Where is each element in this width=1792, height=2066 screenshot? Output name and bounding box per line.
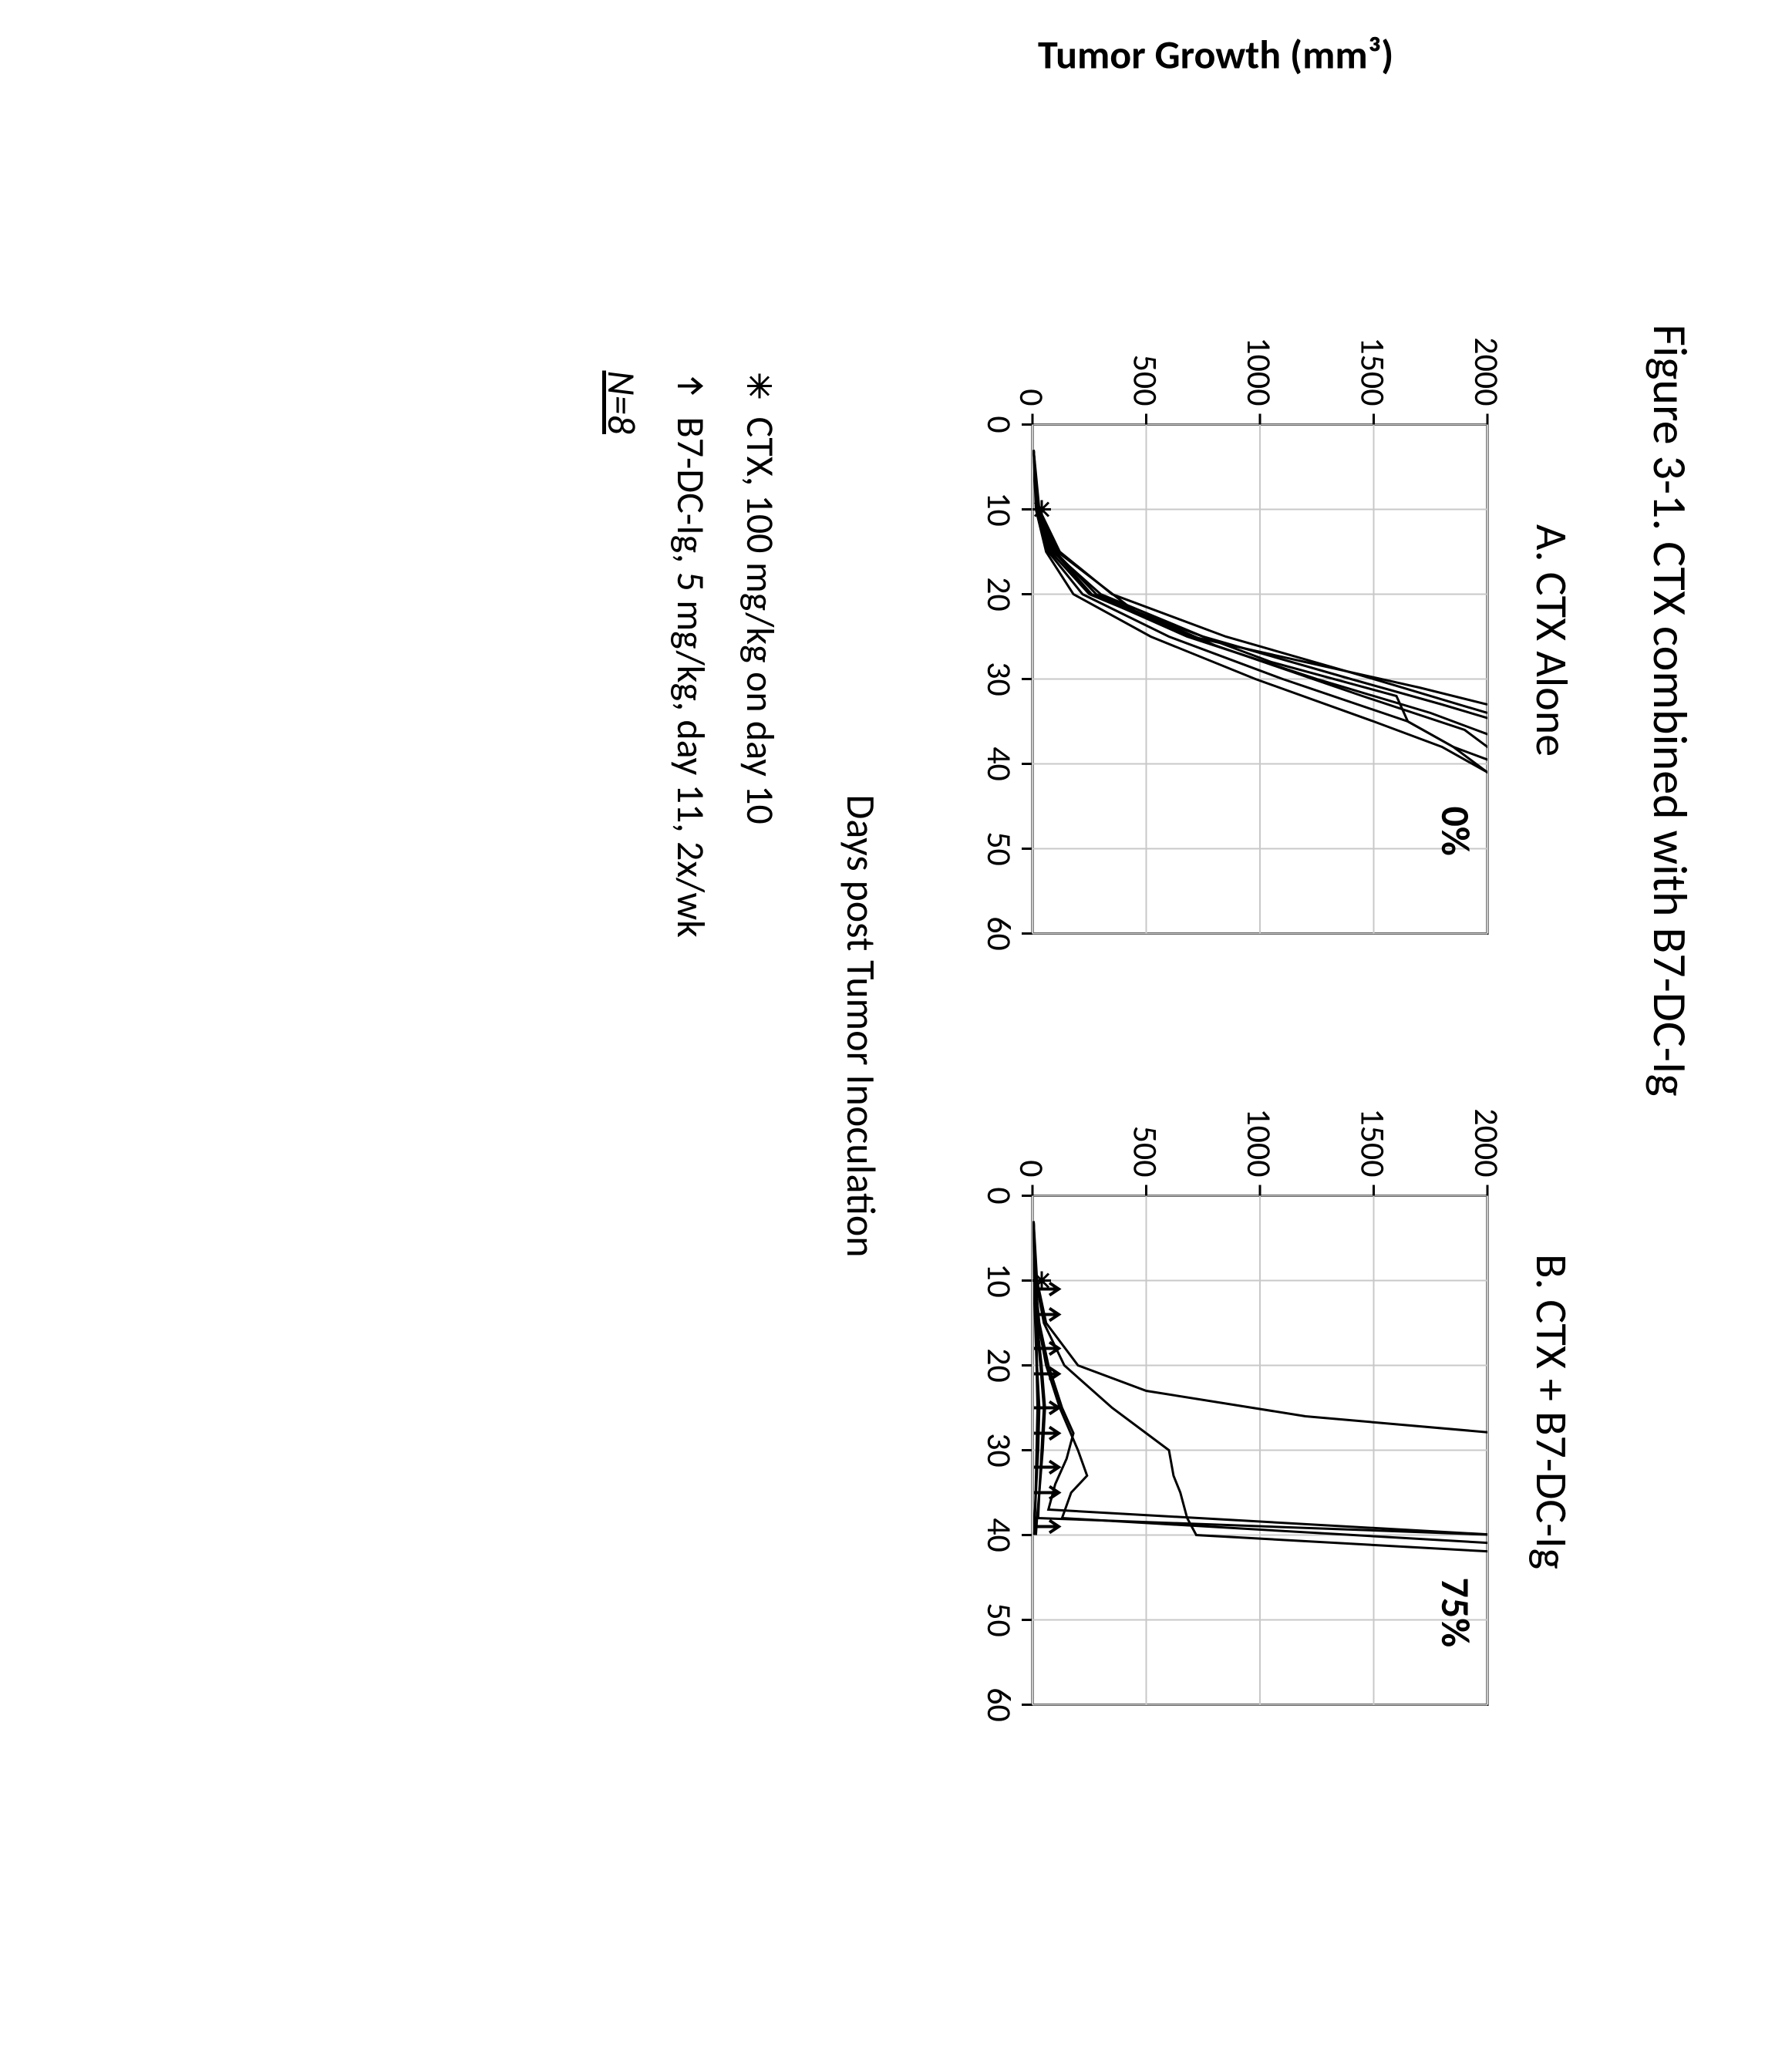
svg-text:1000: 1000 [1238, 1108, 1280, 1177]
svg-text:0: 0 [1011, 1160, 1053, 1177]
charts-row: A. CTX Alone 010203040506005001000150020… [932, 324, 1579, 1943]
svg-text:60: 60 [979, 1687, 1020, 1722]
svg-text:10: 10 [979, 492, 1020, 527]
figure-title: Figure 3-1. CTX combined with B7-DC-Ig [1641, 324, 1699, 1943]
arrow-icon [675, 370, 706, 401]
svg-text:30: 30 [979, 1433, 1020, 1468]
svg-text:60: 60 [979, 916, 1020, 951]
legend-row-ctx: CTX, 100 mg/kg on day 10 [729, 370, 790, 1943]
svg-text:40: 40 [979, 747, 1020, 781]
svg-text:1500: 1500 [1352, 337, 1394, 406]
svg-text:500: 500 [1125, 354, 1167, 406]
svg-text:50: 50 [979, 1603, 1020, 1637]
panel-a-block: A. CTX Alone 0 10 20 30 40 50 60 0 500 1000 1500 20… [932, 324, 1579, 956]
svg-text:2000: 2000 [1466, 1108, 1503, 1177]
svg-text:40: 40 [979, 1518, 1020, 1552]
svg-text:0: 0 [1011, 389, 1053, 406]
x-axis-label: Days post Tumor Inoculation [837, 324, 886, 1727]
panel-a-plot-wrap: 0 10 20 30 40 50 60 0 500 1000 1500 2000 0% [932, 324, 1503, 956]
legend: CTX, 100 mg/kg on day 10 B7-DC-Ig, 5 mg/… [590, 370, 790, 1943]
legend-ctx-text: CTX, 100 mg/kg on day 10 [729, 416, 790, 824]
panel-b-block: B. CTX + B7-DC-Ig 0 10 20 30 40 50 60 0 500 1000 1… [932, 1095, 1579, 1727]
svg-text:0%: 0% [1431, 806, 1480, 855]
svg-text:1500: 1500 [1352, 1108, 1394, 1177]
svg-text:75%: 75% [1431, 1577, 1480, 1647]
y-axis-label: Tumor Growth (mm³) [1038, 29, 1423, 79]
legend-row-n: N=8 [590, 370, 652, 1943]
panel-b-svg: 0 10 20 30 40 50 60 0 500 1000 1500 2000 75% [932, 1095, 1503, 1727]
content: Figure 3-1. CTX combined with B7-DC-Ig T… [0, 0, 1792, 2066]
svg-text:500: 500 [1125, 1125, 1167, 1177]
svg-text:2000: 2000 [1466, 337, 1503, 406]
panel-b-plot-wrap: 0 10 20 30 40 50 60 0 500 1000 1500 2000 75% [932, 1095, 1503, 1727]
svg-text:1000: 1000 [1238, 337, 1280, 406]
svg-text:10: 10 [979, 1263, 1020, 1298]
svg-text:0: 0 [979, 416, 1020, 433]
panel-b-subtitle: B. CTX + B7-DC-Ig [1524, 1095, 1579, 1727]
svg-text:0: 0 [979, 1187, 1020, 1204]
legend-b7-text: B7-DC-Ig, 5 mg/kg, day 11, 2x/wk [659, 416, 721, 937]
legend-row-b7: B7-DC-Ig, 5 mg/kg, day 11, 2x/wk [659, 370, 721, 1943]
panel-a-svg: 0 10 20 30 40 50 60 0 500 1000 1500 2000 0% [932, 324, 1503, 956]
svg-text:30: 30 [979, 662, 1020, 696]
svg-text:20: 20 [979, 577, 1020, 612]
star-icon [744, 370, 775, 401]
svg-text:50: 50 [979, 831, 1020, 866]
svg-text:20: 20 [979, 1348, 1020, 1383]
legend-n-text: N=8 [590, 370, 652, 433]
rotated-layout: Figure 3-1. CTX combined with B7-DC-Ig T… [0, 0, 1792, 2066]
panel-a-subtitle: A. CTX Alone [1524, 324, 1579, 956]
